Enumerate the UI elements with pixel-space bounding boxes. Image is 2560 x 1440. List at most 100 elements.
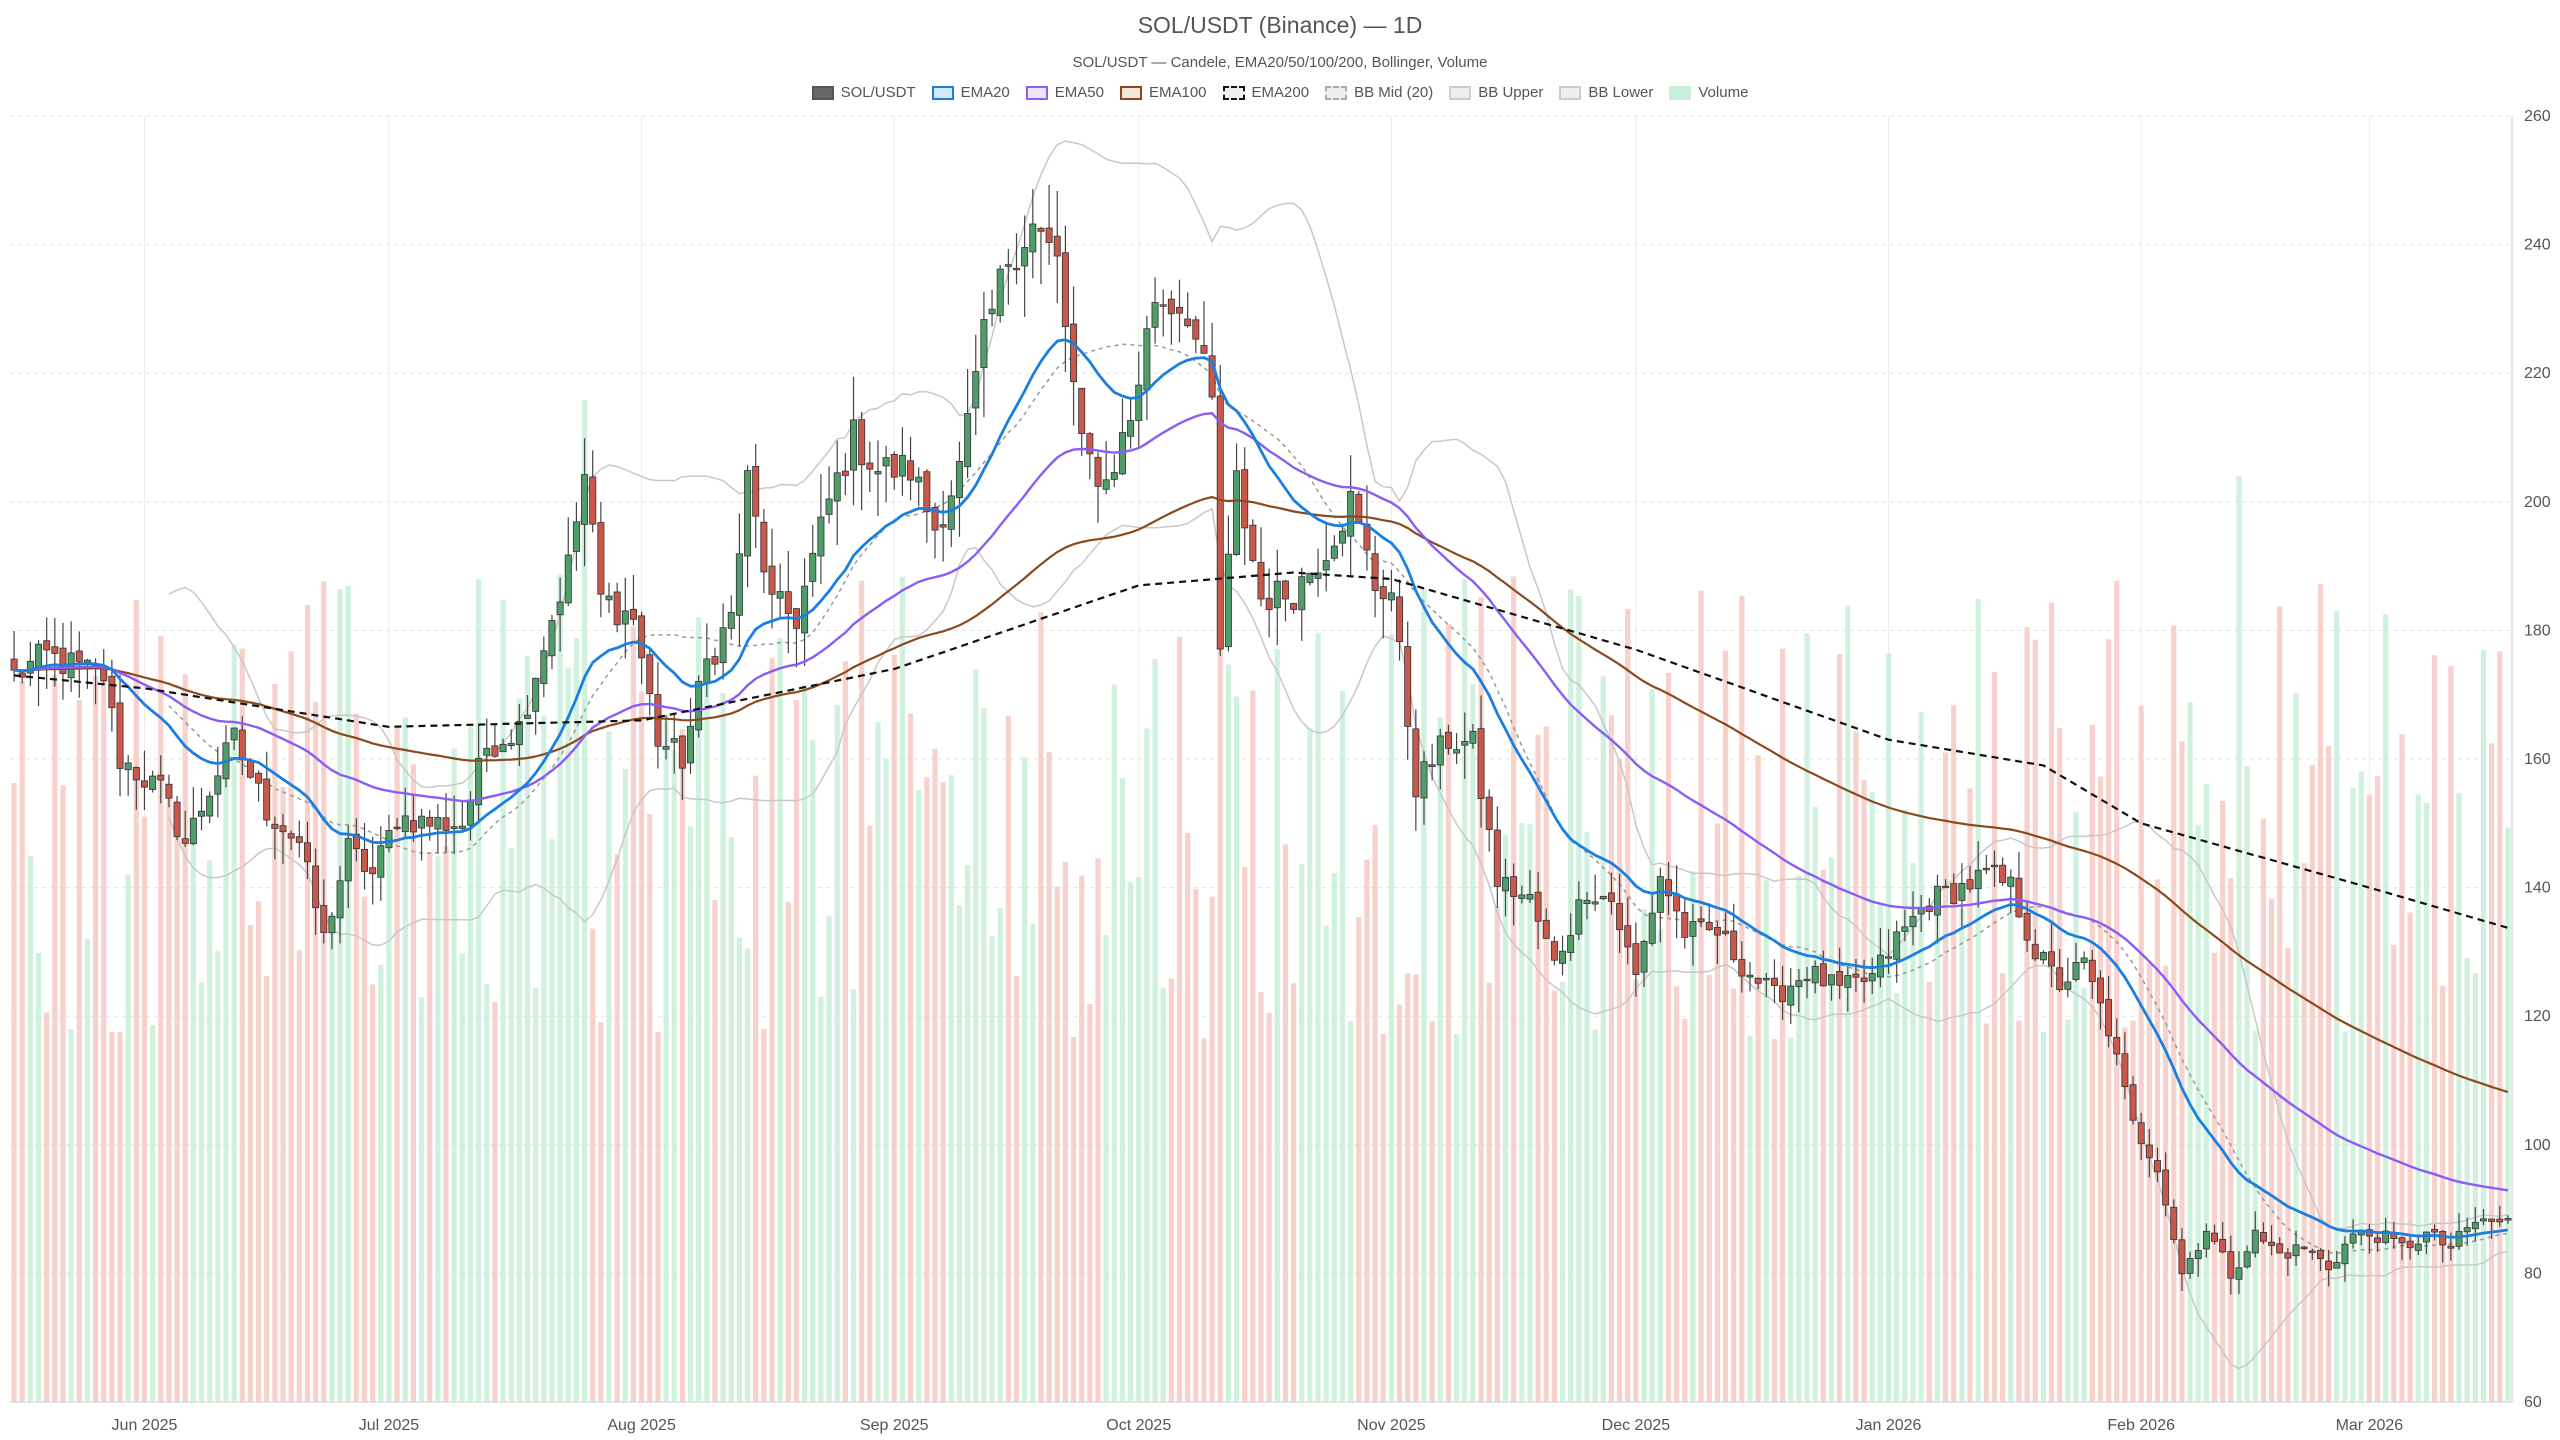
candle-body (2333, 1261, 2341, 1269)
candle-body (124, 762, 132, 771)
legend-item-bb-upper[interactable]: BB Upper (1449, 84, 1543, 101)
volume-bar (524, 656, 531, 1402)
volume-bar (174, 835, 180, 1402)
candle-body (1053, 235, 1061, 257)
candle-body (760, 521, 768, 573)
candle-body (1860, 977, 1868, 983)
candle-body (1746, 974, 1754, 978)
volume-bar (932, 748, 938, 1402)
volume-bar (753, 775, 759, 1402)
candle-body (621, 610, 629, 625)
volume-bar (728, 837, 734, 1402)
volume-bar (630, 626, 637, 1402)
volume-bar (125, 874, 131, 1402)
candle-body (181, 838, 189, 844)
candle-body (1689, 921, 1697, 937)
volume-bar (614, 854, 620, 1402)
y-tick-label: 100 (2524, 1137, 2551, 1154)
candle-body (238, 729, 246, 761)
candle-body (1754, 977, 1762, 984)
candle-body (898, 454, 906, 477)
candle-body (189, 817, 197, 844)
candle-body (491, 745, 499, 757)
volume-bar (158, 636, 164, 1402)
candle-body (1518, 894, 1526, 899)
volume-bar (2154, 879, 2161, 1402)
candle-body (532, 677, 540, 712)
legend-swatch (931, 85, 954, 100)
candle-body (1616, 903, 1624, 931)
chart-legend: SOL/USDT EMA20 EMA50 EMA100 EMA200 BB Mid (20… (0, 84, 2560, 101)
volume-bar (1722, 650, 1729, 1402)
volume-bar (1437, 716, 1443, 1402)
volume-bar (687, 826, 694, 1402)
candle-body (776, 591, 784, 599)
candle-body (2251, 1229, 2259, 1254)
candle-body (1339, 530, 1346, 544)
candle-body (418, 815, 426, 829)
legend-item-bb-lower[interactable]: BB Lower (1559, 84, 1653, 101)
candle-body (1893, 931, 1901, 960)
ema50-line (14, 412, 2509, 1192)
volume-bar (2097, 776, 2104, 1402)
volume-bar (1861, 780, 1867, 1402)
candle-body (35, 643, 43, 668)
candle-body (882, 457, 890, 467)
volume-bar (508, 847, 514, 1402)
volume-bar (647, 813, 653, 1402)
volume-bar (712, 900, 718, 1402)
volume-bar (2065, 1019, 2071, 1402)
volume-bar (1926, 981, 1932, 1402)
volume-bar (2228, 878, 2234, 1402)
volume-bar (1779, 648, 1786, 1402)
volume-bar (1885, 653, 1892, 1402)
candle-body (646, 654, 654, 695)
candle-body (1501, 876, 1509, 892)
volume-bar (1372, 824, 1378, 1402)
candle-body (140, 780, 148, 788)
candle-body (1396, 596, 1404, 643)
candle-body (1974, 869, 1982, 890)
volume-bar (907, 713, 914, 1402)
volume-bar (2391, 944, 2397, 1402)
candle-body (817, 516, 825, 557)
candle-body (271, 823, 279, 829)
volume-bar (1967, 788, 1973, 1402)
volume-bar (255, 901, 262, 1402)
legend-item-bb-mid-20[interactable]: BB Mid (20) (1325, 84, 1433, 101)
legend-item-ema20[interactable]: EMA20 (931, 84, 1010, 101)
volume-bar (1421, 589, 1427, 1402)
volume-bar (956, 905, 963, 1402)
candle-body (312, 865, 320, 909)
volume-bar (68, 1028, 74, 1402)
legend-swatch (1559, 85, 1582, 100)
volume-bar (2464, 957, 2470, 1402)
volume-bar (1030, 923, 1036, 1402)
x-tick-label: Dec 2025 (1602, 1417, 1671, 1434)
legend-swatch (1449, 85, 1472, 100)
volume-bar (1176, 636, 1183, 1402)
volume-bar (443, 846, 449, 1402)
legend-item-ema50[interactable]: EMA50 (1025, 84, 1104, 101)
candle-body (1241, 469, 1249, 529)
candle-body (214, 775, 222, 795)
candle-body (2007, 876, 2015, 887)
volume-bar (1127, 881, 1134, 1402)
candle-body (1648, 912, 1656, 944)
candle-body (988, 308, 996, 315)
legend-item-volume[interactable]: Volume (1669, 84, 1748, 101)
legend-item-ema100[interactable]: EMA100 (1119, 84, 1207, 101)
volume-bar (1869, 792, 1875, 1402)
candle-body (548, 620, 556, 657)
volume-bar (1731, 988, 1737, 1402)
candle-body (59, 647, 67, 674)
volume-bar (476, 579, 482, 1402)
volume-bar (1690, 871, 1696, 1402)
legend-item-ema200[interactable]: EMA200 (1222, 84, 1309, 101)
candle-body (352, 833, 360, 850)
y-tick-label: 240 (2524, 237, 2551, 254)
candle-body (2300, 1246, 2308, 1250)
volume-bar (239, 648, 245, 1402)
legend-item-sol-usdt[interactable]: SOL/USDT (811, 84, 916, 101)
volume-bar (1290, 983, 1297, 1402)
